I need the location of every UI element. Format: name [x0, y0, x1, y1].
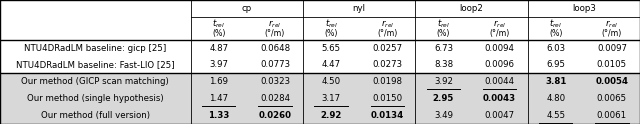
- Text: NTU4DRadLM baseline: gicp [25]: NTU4DRadLM baseline: gicp [25]: [24, 44, 166, 53]
- Text: 0.0134: 0.0134: [371, 111, 404, 120]
- Text: (%): (%): [549, 29, 563, 38]
- Text: 4.47: 4.47: [321, 61, 340, 69]
- Bar: [0, 90, 640, 107]
- Text: 0.0065: 0.0065: [597, 94, 627, 103]
- Bar: [0, 57, 640, 73]
- Text: $t_{rel}$: $t_{rel}$: [549, 18, 563, 30]
- Text: 1.47: 1.47: [209, 94, 228, 103]
- Text: 0.0284: 0.0284: [260, 94, 290, 103]
- Text: 8.38: 8.38: [434, 61, 453, 69]
- Text: 0.0096: 0.0096: [484, 61, 515, 69]
- Text: $r_{rel}$: $r_{rel}$: [268, 18, 282, 30]
- Text: (%): (%): [212, 29, 225, 38]
- Text: 6.95: 6.95: [547, 61, 565, 69]
- Text: (%): (%): [436, 29, 450, 38]
- Text: $r_{rel}$: $r_{rel}$: [381, 18, 394, 30]
- Text: 3.49: 3.49: [434, 111, 453, 120]
- Text: 5.65: 5.65: [321, 44, 340, 53]
- Text: 3.97: 3.97: [209, 61, 228, 69]
- Text: 0.0273: 0.0273: [372, 61, 403, 69]
- Text: Our method (single hypothesis): Our method (single hypothesis): [27, 94, 164, 103]
- Bar: [0, 107, 640, 124]
- Text: 4.87: 4.87: [209, 44, 228, 53]
- Bar: [0, 0, 640, 17]
- Text: 0.0198: 0.0198: [372, 77, 403, 86]
- Text: 0.0257: 0.0257: [372, 44, 403, 53]
- Text: 0.0094: 0.0094: [484, 44, 515, 53]
- Bar: [0, 17, 640, 40]
- Text: nyl: nyl: [353, 4, 365, 13]
- Text: 0.0323: 0.0323: [260, 77, 290, 86]
- Text: $r_{rel}$: $r_{rel}$: [493, 18, 506, 30]
- Text: 4.80: 4.80: [546, 94, 565, 103]
- Text: 3.92: 3.92: [434, 77, 453, 86]
- Text: 0.0150: 0.0150: [372, 94, 403, 103]
- Text: 0.0105: 0.0105: [597, 61, 627, 69]
- Text: 0.0047: 0.0047: [484, 111, 515, 120]
- Text: cp: cp: [242, 4, 252, 13]
- Text: 0.0097: 0.0097: [597, 44, 627, 53]
- Text: loop3: loop3: [572, 4, 596, 13]
- Text: 2.92: 2.92: [321, 111, 342, 120]
- Text: 0.0044: 0.0044: [484, 77, 515, 86]
- Bar: [0, 40, 640, 57]
- Text: 0.0260: 0.0260: [259, 111, 291, 120]
- Text: Our method (full version): Our method (full version): [41, 111, 150, 120]
- Text: (°/m): (°/m): [490, 29, 509, 38]
- Text: 4.55: 4.55: [546, 111, 565, 120]
- Text: 6.03: 6.03: [546, 44, 565, 53]
- Text: 0.0648: 0.0648: [260, 44, 290, 53]
- Text: 2.95: 2.95: [433, 94, 454, 103]
- Text: $r_{rel}$: $r_{rel}$: [605, 18, 619, 30]
- Text: 0.0043: 0.0043: [483, 94, 516, 103]
- Text: 3.17: 3.17: [321, 94, 340, 103]
- Text: Our method (GICP scan matching): Our method (GICP scan matching): [22, 77, 169, 86]
- Text: loop2: loop2: [460, 4, 483, 13]
- Bar: [0, 73, 640, 90]
- Text: (%): (%): [324, 29, 338, 38]
- Text: 0.0061: 0.0061: [597, 111, 627, 120]
- Text: 1.69: 1.69: [209, 77, 228, 86]
- Text: 0.0773: 0.0773: [260, 61, 290, 69]
- Text: $t_{rel}$: $t_{rel}$: [437, 18, 450, 30]
- Text: (°/m): (°/m): [377, 29, 397, 38]
- Text: 1.33: 1.33: [208, 111, 230, 120]
- Text: 3.81: 3.81: [545, 77, 566, 86]
- Text: NTU4DRadLM baseline: Fast-LIO [25]: NTU4DRadLM baseline: Fast-LIO [25]: [16, 61, 175, 69]
- Text: 0.0054: 0.0054: [595, 77, 628, 86]
- Text: $t_{rel}$: $t_{rel}$: [212, 18, 225, 30]
- Text: (°/m): (°/m): [602, 29, 622, 38]
- Text: 6.73: 6.73: [434, 44, 453, 53]
- Text: $t_{rel}$: $t_{rel}$: [324, 18, 338, 30]
- Text: (°/m): (°/m): [265, 29, 285, 38]
- Text: 4.50: 4.50: [321, 77, 340, 86]
